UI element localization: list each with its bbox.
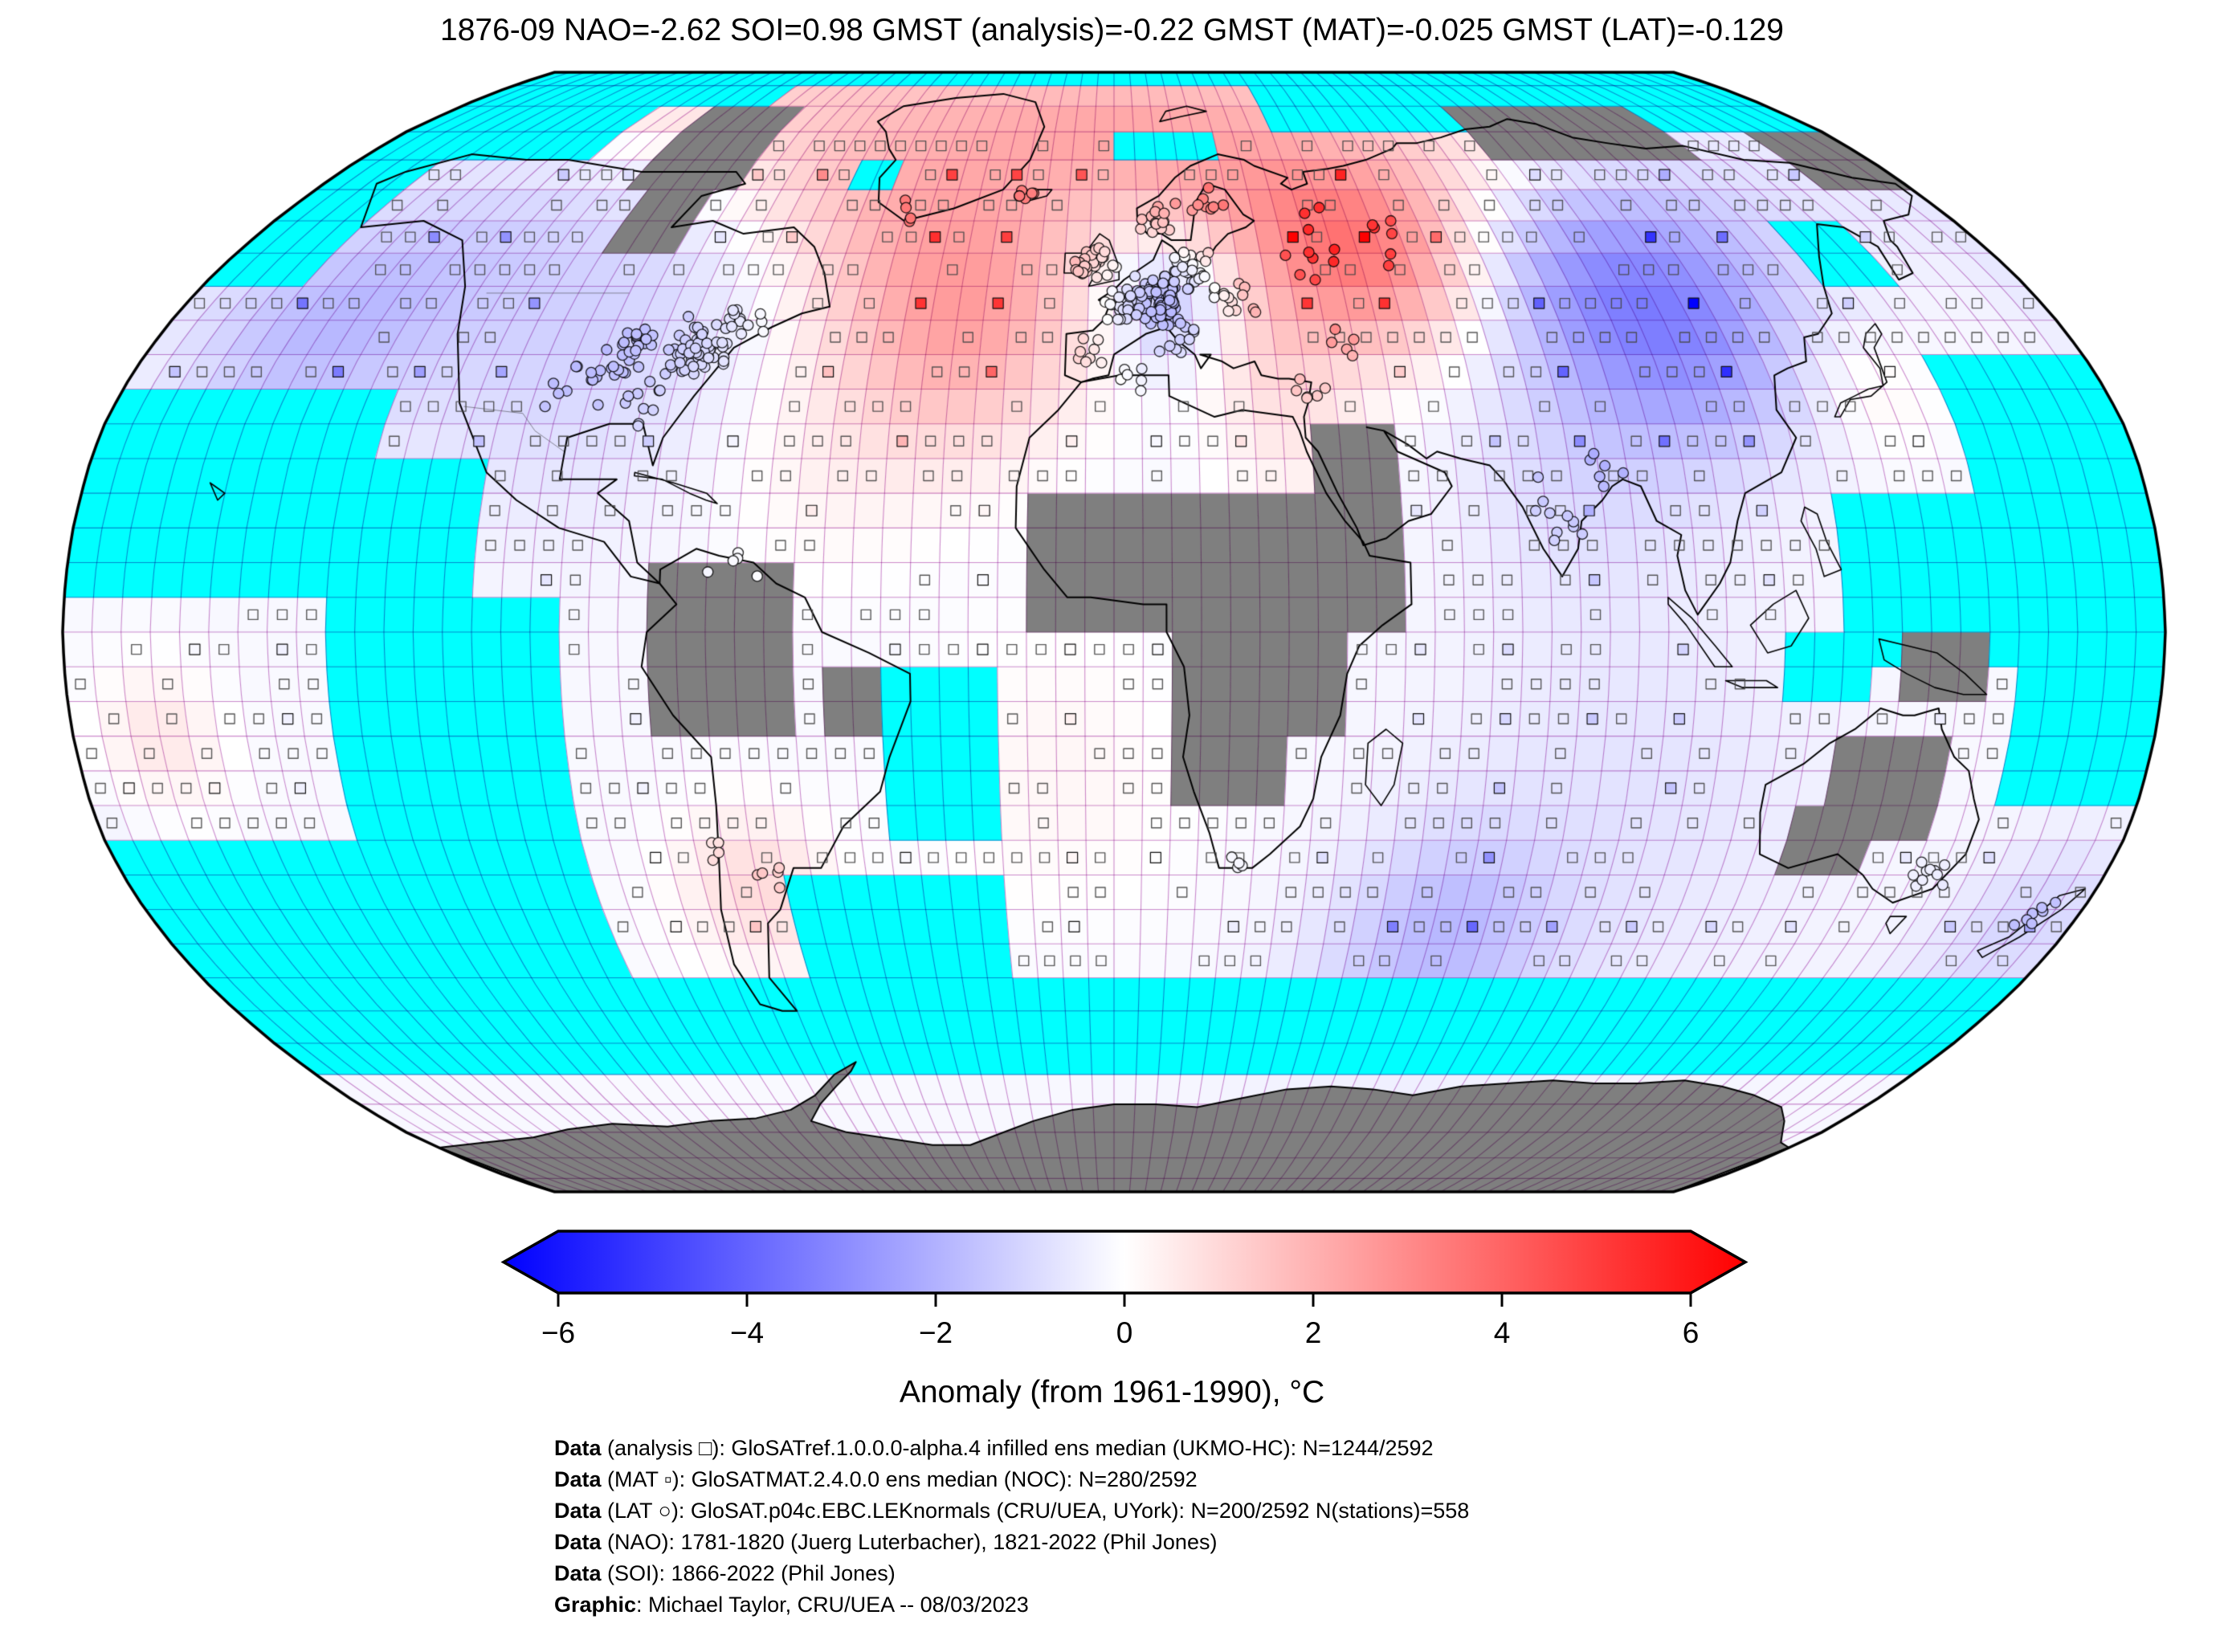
credit-line-text: (NAO): 1781-1820 (Juerg Luterbacher), 18… <box>601 1530 1218 1554</box>
credit-line-label: Data <box>554 1467 602 1491</box>
credit-line-label: Data <box>554 1561 602 1585</box>
credit-line-2: Data (LAT ○): GloSAT.p04c.EBC.LEKnormals… <box>554 1495 1469 1527</box>
credits-block: Data (analysis □): GloSATref.1.0.0.0-alp… <box>554 1433 1469 1621</box>
credit-line-text: (MAT ▫): GloSATMAT.2.4.0.0 ens median (N… <box>601 1467 1198 1491</box>
colorbar-tick-label-1: −4 <box>730 1316 764 1349</box>
map-canvas <box>0 0 2224 1221</box>
credit-line-text: (SOI): 1866-2022 (Phil Jones) <box>601 1561 896 1585</box>
colorbar-tick-label-0: −6 <box>541 1316 575 1349</box>
colorbar-tick-label-4: 2 <box>1305 1316 1322 1349</box>
credit-line-label: Graphic <box>554 1593 637 1617</box>
colorbar-gradient <box>500 1230 1749 1295</box>
credit-line-0: Data (analysis □): GloSATref.1.0.0.0-alp… <box>554 1433 1469 1464</box>
colorbar-tick-label-2: −2 <box>919 1316 953 1349</box>
colorbar-label: Anomaly (from 1961-1990), °C <box>899 1375 1325 1409</box>
credit-line-4: Data (SOI): 1866-2022 (Phil Jones) <box>554 1558 1469 1589</box>
credit-line-text: : Michael Taylor, CRU/UEA -- 08/03/2023 <box>636 1593 1029 1617</box>
colorbar-tick-label-6: 6 <box>1683 1316 1700 1349</box>
credit-line-3: Data (NAO): 1781-1820 (Juerg Luterbacher… <box>554 1527 1469 1558</box>
credit-line-label: Data <box>554 1499 602 1523</box>
colorbar-tick-label-3: 0 <box>1116 1316 1133 1349</box>
credit-line-5: Graphic: Michael Taylor, CRU/UEA -- 08/0… <box>554 1589 1469 1621</box>
colorbar: −6 −4 −2 0 2 4 6 <box>500 1230 1749 1349</box>
colorbar-tick-label-5: 4 <box>1494 1316 1511 1349</box>
credit-line-text: (analysis □): GloSATref.1.0.0.0-alpha.4 … <box>601 1436 1434 1460</box>
credit-line-label: Data <box>554 1436 602 1460</box>
world-anomaly-map <box>0 0 2224 1221</box>
credit-line-label: Data <box>554 1530 602 1554</box>
credit-line-1: Data (MAT ▫): GloSATMAT.2.4.0.0 ens medi… <box>554 1464 1469 1495</box>
credit-line-text: (LAT ○): GloSAT.p04c.EBC.LEKnormals (CRU… <box>601 1499 1470 1523</box>
